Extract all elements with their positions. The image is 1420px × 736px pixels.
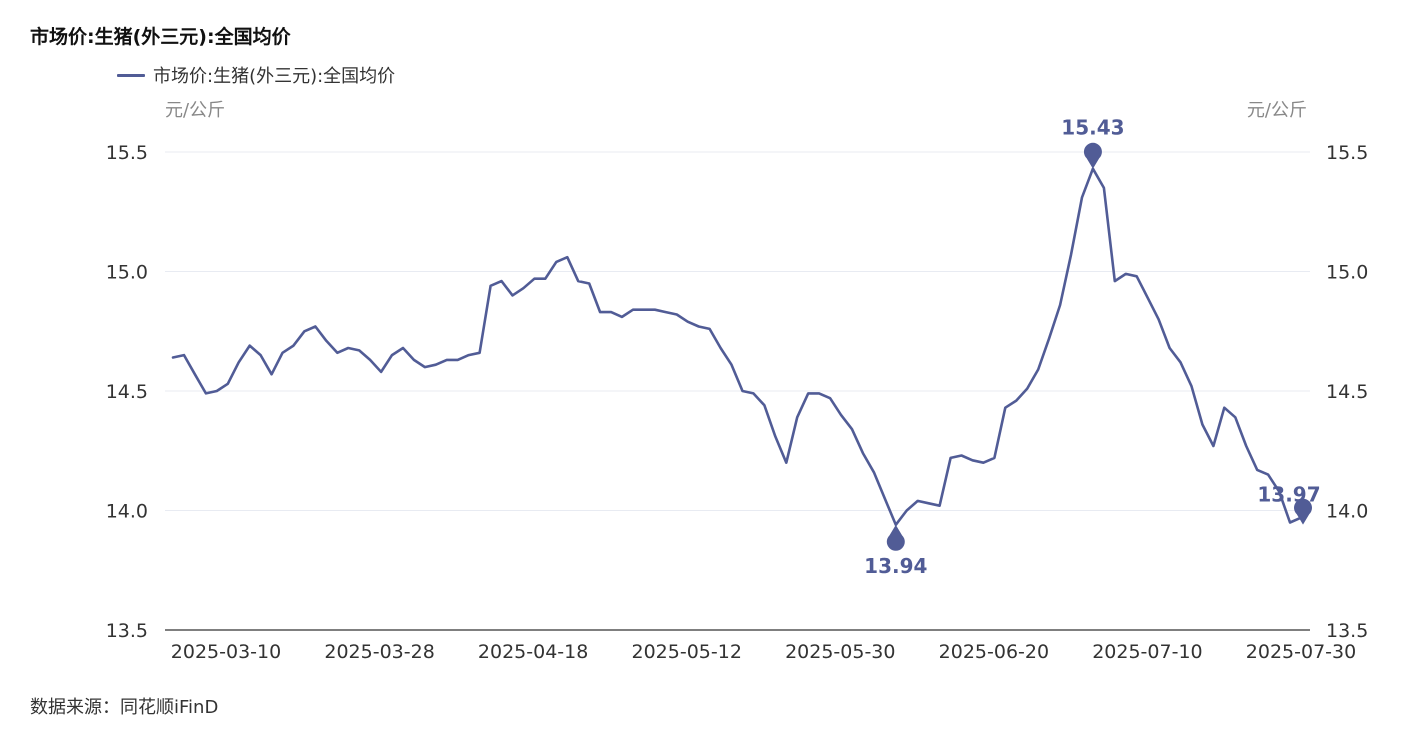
y-axis-right: 13.5 14.0 14.5 15.0 15.5 元/公斤 — [1247, 100, 1368, 642]
y-tick-label-left: 14.0 — [106, 501, 148, 523]
grid-lines — [165, 151, 1310, 511]
series-line — [171, 167, 1303, 527]
chart-title: 市场价:生猪(外三元):全国均价 — [30, 26, 291, 48]
x-tick-label: 2025-04-18 — [478, 641, 588, 663]
marker-last — [1294, 498, 1312, 525]
x-tick-label: 2025-07-30 — [1246, 641, 1356, 663]
legend-label: 市场价:生猪(外三元):全国均价 — [153, 66, 396, 87]
y-tick-label-left: 13.5 — [106, 620, 148, 642]
series-layer — [171, 167, 1303, 527]
y-tick-label-right: 15.5 — [1326, 142, 1368, 164]
legend-swatch — [117, 73, 145, 77]
markers-layer: 15.43 13.94 13.97 — [864, 116, 1320, 578]
y-unit-right: 元/公斤 — [1247, 100, 1307, 121]
marker-label-last: 13.97 — [1257, 483, 1320, 507]
y-unit-left: 元/公斤 — [165, 100, 225, 121]
x-tick-label: 2025-05-30 — [785, 641, 895, 663]
y-tick-label-left: 14.5 — [106, 381, 148, 403]
x-tick-label: 2025-03-28 — [324, 641, 434, 663]
y-tick-label-right: 13.5 — [1326, 620, 1368, 642]
y-tick-label-left: 15.0 — [106, 262, 148, 284]
legend[interactable]: 市场价:生猪(外三元):全国均价 — [117, 62, 395, 88]
marker-label-max: 15.43 — [1061, 116, 1124, 140]
marker-max — [1083, 142, 1102, 169]
x-tick-label: 2025-06-20 — [939, 641, 1049, 663]
y-tick-label-right: 14.0 — [1326, 501, 1368, 523]
marker-min — [886, 524, 905, 551]
y-tick-label-right: 14.5 — [1326, 381, 1368, 403]
y-tick-label-right: 15.0 — [1326, 262, 1368, 284]
data-source: 数据来源：同花顺iFinD — [30, 697, 219, 718]
y-axis-left: 13.5 14.0 14.5 15.0 15.5 元/公斤 — [106, 100, 225, 642]
marker-label-min: 13.94 — [864, 554, 927, 578]
x-tick-label: 2025-07-10 — [1092, 641, 1202, 663]
x-axis: 2025-03-10 2025-03-28 2025-04-18 2025-05-12… — [165, 629, 1356, 663]
x-tick-label: 2025-05-12 — [632, 641, 742, 663]
x-tick-label: 2025-03-10 — [171, 641, 281, 663]
y-tick-label-left: 15.5 — [106, 142, 148, 164]
